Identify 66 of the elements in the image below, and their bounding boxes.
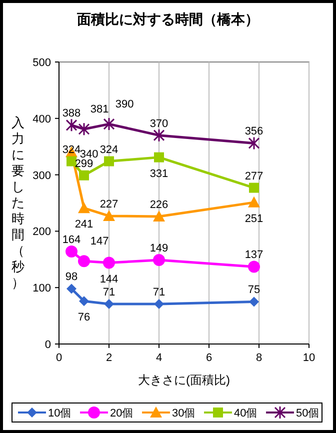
y-tick-label: 400 <box>32 113 51 126</box>
data-label: 71 <box>152 286 166 298</box>
data-label: 98 <box>65 271 78 284</box>
data-label: 251 <box>244 212 264 225</box>
x-tick-label: 8 <box>256 352 262 364</box>
x-tick-label: 0 <box>56 352 62 364</box>
point <box>78 255 90 268</box>
point <box>249 296 259 307</box>
data-label: 144 <box>100 273 118 286</box>
point <box>104 298 114 309</box>
point <box>153 128 165 142</box>
point <box>249 182 259 193</box>
x-tick-label: 10 <box>302 352 316 364</box>
data-label: 75 <box>248 284 260 296</box>
data-label: 388 <box>62 108 81 120</box>
data-label: 137 <box>244 249 264 262</box>
data-label: 226 <box>150 199 168 212</box>
data-label: 227 <box>100 198 118 210</box>
data-label: 71 <box>102 286 116 298</box>
y-tick-label: 0 <box>44 339 51 351</box>
y-tick-label: 200 <box>32 226 51 238</box>
legend-label: 50個 <box>296 408 320 420</box>
legend-label: 40個 <box>234 408 258 420</box>
x-tick-label: 4 <box>156 352 162 364</box>
point <box>154 152 164 162</box>
y-tick-label: 300 <box>32 170 51 182</box>
x-axis-title: 大きさに(面積比) <box>138 373 230 387</box>
point <box>103 256 115 269</box>
text: 入力に要した時間（秒） <box>12 115 24 290</box>
point <box>248 260 260 273</box>
point <box>78 202 90 214</box>
point <box>79 296 89 306</box>
point <box>103 117 115 131</box>
data-label: 241 <box>74 218 94 231</box>
data-label: 277 <box>244 170 264 182</box>
data-label: 76 <box>78 312 90 324</box>
legend-label: 30個 <box>172 408 196 420</box>
point <box>66 118 78 132</box>
data-label: 147 <box>90 236 109 248</box>
data-label: 331 <box>150 168 168 180</box>
x-tick-label: 2 <box>106 352 112 364</box>
point <box>103 210 115 221</box>
point <box>66 284 76 294</box>
legend-label: 10個 <box>48 408 72 420</box>
point <box>153 254 165 266</box>
point <box>79 170 89 180</box>
data-label: 381 <box>90 104 109 116</box>
x-tick-label: 6 <box>206 352 212 364</box>
point <box>66 246 78 258</box>
chart-title: 面積比に対する時間（橋本） <box>76 11 259 27</box>
point <box>78 122 90 136</box>
data-label: 324 <box>100 144 118 156</box>
point <box>248 196 260 208</box>
data-label: 356 <box>244 126 264 138</box>
y-tick-label: 100 <box>32 282 51 295</box>
point <box>66 156 76 166</box>
data-label: 149 <box>150 242 168 254</box>
point <box>248 136 260 150</box>
data-label: 390 <box>115 98 134 111</box>
point <box>153 210 165 222</box>
data-label: 370 <box>150 118 168 130</box>
point <box>154 298 164 309</box>
legend-label: 20個 <box>110 408 134 420</box>
y-tick-label: 500 <box>32 57 51 69</box>
data-label: 164 <box>62 234 81 246</box>
point <box>104 156 114 166</box>
